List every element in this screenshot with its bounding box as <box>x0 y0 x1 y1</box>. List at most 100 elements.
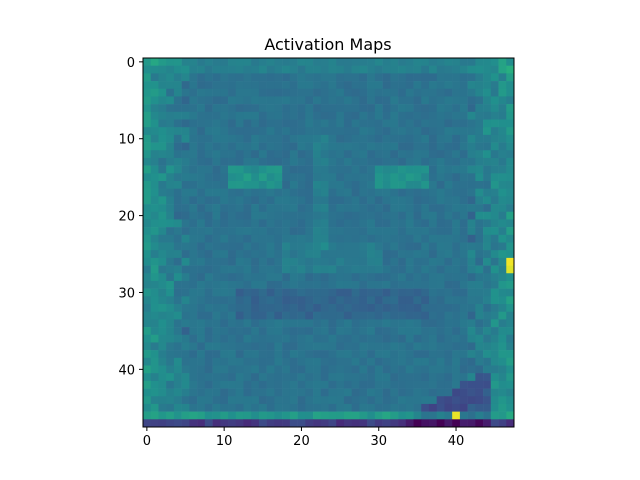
heatmap-cell <box>374 304 383 312</box>
heatmap-cell <box>459 88 468 97</box>
heatmap-cell <box>444 242 453 251</box>
heatmap-cell <box>150 65 159 74</box>
heatmap-cell <box>483 173 492 182</box>
heatmap-cell <box>197 388 206 397</box>
heatmap-cell <box>452 119 461 128</box>
heatmap-cell <box>483 111 492 120</box>
heatmap-cell <box>274 134 283 143</box>
heatmap-cell <box>343 204 352 213</box>
heatmap-cell <box>467 196 476 205</box>
heatmap-cell <box>212 173 221 182</box>
heatmap-cell <box>452 157 461 166</box>
heatmap-cell <box>467 327 476 336</box>
heatmap-cell <box>173 127 182 136</box>
heatmap-cell <box>305 111 314 120</box>
heatmap-cell <box>444 327 453 336</box>
heatmap-cell <box>313 296 322 305</box>
heatmap-cell <box>189 403 198 412</box>
heatmap-cell <box>173 181 182 189</box>
heatmap-cell <box>421 111 430 120</box>
heatmap-cell <box>181 165 190 174</box>
heatmap-cell <box>243 396 252 405</box>
heatmap-cell <box>243 88 252 97</box>
heatmap-cell <box>228 219 237 228</box>
heatmap-cell <box>444 234 453 243</box>
heatmap-cell <box>413 319 422 328</box>
heatmap-cell <box>405 280 414 289</box>
heatmap-cell <box>305 127 314 136</box>
heatmap-cell <box>297 334 306 343</box>
heatmap-cell <box>390 73 399 82</box>
heatmap-cell <box>173 157 182 166</box>
heatmap-cell <box>483 242 492 251</box>
heatmap-cell <box>421 373 430 382</box>
heatmap-cell <box>212 257 221 266</box>
heatmap-cell <box>336 134 345 143</box>
heatmap-cell <box>405 150 414 159</box>
heatmap-cell <box>490 111 499 120</box>
heatmap-cell <box>212 204 221 213</box>
heatmap-cell <box>313 81 322 90</box>
heatmap-cell <box>413 119 422 128</box>
heatmap-cell <box>467 73 476 82</box>
heatmap-cell <box>251 380 260 389</box>
heatmap-cell <box>204 227 213 236</box>
heatmap-cell <box>328 188 337 197</box>
heatmap-cell <box>428 165 438 174</box>
heatmap-cell <box>428 196 438 205</box>
heatmap-cell <box>413 327 422 336</box>
heatmap-cell <box>428 357 438 366</box>
heatmap-cell <box>506 111 515 120</box>
heatmap-cell <box>382 319 391 328</box>
heatmap-cell <box>390 134 399 143</box>
heatmap-cell <box>197 96 206 105</box>
heatmap-cell <box>382 150 391 159</box>
heatmap-cell <box>251 204 260 213</box>
heatmap-cell <box>274 350 283 359</box>
heatmap-cell <box>158 204 167 213</box>
heatmap-cell <box>398 73 407 82</box>
heatmap-cell <box>189 304 198 312</box>
heatmap-cell <box>390 173 399 182</box>
heatmap-cell <box>228 373 237 382</box>
heatmap-cell <box>212 111 221 120</box>
heatmap-cell <box>243 234 252 243</box>
heatmap-cell <box>297 296 306 305</box>
heatmap-cell <box>212 242 221 251</box>
heatmap-cell <box>421 119 430 128</box>
heatmap-cell <box>483 380 492 389</box>
heatmap-cell <box>166 257 175 266</box>
heatmap-cell <box>282 342 291 351</box>
heatmap-cell <box>405 350 414 359</box>
heatmap-cell <box>228 311 237 320</box>
heatmap-cell <box>143 350 152 359</box>
heatmap-cell <box>274 65 283 74</box>
heatmap-cell <box>328 265 337 274</box>
heatmap-cell <box>197 419 206 428</box>
heatmap-cell <box>220 111 229 120</box>
heatmap-cell <box>444 134 453 143</box>
heatmap-cell <box>428 419 438 428</box>
heatmap-cell <box>305 211 314 220</box>
heatmap-cell <box>320 219 329 228</box>
heatmap-cell <box>367 188 376 197</box>
heatmap-cell <box>282 257 291 266</box>
heatmap-cell <box>367 73 376 82</box>
heatmap-cell <box>367 204 376 213</box>
heatmap-cell <box>390 234 399 243</box>
heatmap-cell <box>243 111 252 120</box>
heatmap-cell <box>228 265 237 274</box>
heatmap-cell <box>459 265 468 274</box>
heatmap-cell <box>328 134 337 143</box>
heatmap-cell <box>382 73 391 82</box>
heatmap-cell <box>181 142 190 151</box>
heatmap-cell <box>320 250 329 259</box>
heatmap-cell <box>498 188 507 197</box>
heatmap-cell <box>251 65 260 74</box>
heatmap-cell <box>189 111 198 120</box>
heatmap-cell <box>189 196 198 205</box>
heatmap-cell <box>274 196 283 205</box>
heatmap-cell <box>444 219 453 228</box>
heatmap-cell <box>405 411 414 420</box>
heatmap-cell <box>158 265 167 274</box>
